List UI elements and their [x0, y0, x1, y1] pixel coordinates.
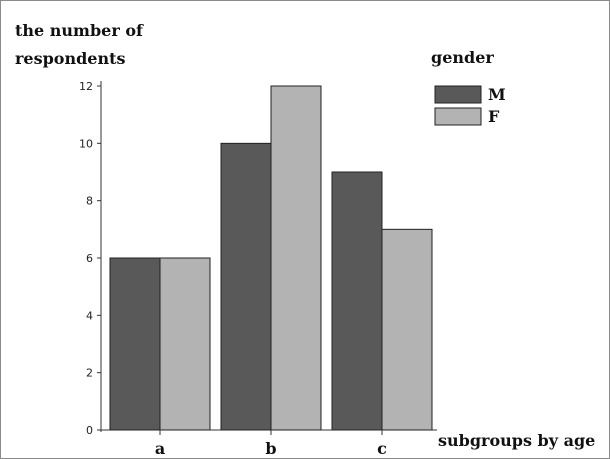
bar-M-a: [109, 257, 161, 431]
x-tick-label-c: c: [377, 439, 387, 458]
bar-M-c: [331, 171, 383, 431]
y-tick-label-4: 4: [86, 309, 93, 322]
bar-F-b: [270, 85, 322, 431]
y-tick-label-0: 0: [86, 424, 93, 437]
y-tick-label-2: 2: [86, 367, 93, 380]
legend-swatch-F: [434, 107, 482, 126]
x-tick-label-a: a: [155, 439, 165, 458]
y-tick-label-6: 6: [86, 252, 93, 265]
y-tick-label-8: 8: [86, 195, 93, 208]
legend-title: gender: [431, 48, 494, 67]
bar-F-c: [381, 228, 433, 431]
legend-label-F: F: [488, 107, 500, 126]
y-tick-label-10: 10: [79, 137, 93, 150]
x-ticks-group: a b c: [155, 430, 387, 458]
legend-label-M: M: [488, 85, 506, 104]
y-ticks-group: 0 2 4 6 8 10 12: [79, 80, 101, 437]
x-axis-title: subgroups by age: [438, 431, 595, 450]
bar-M-b: [220, 142, 272, 431]
bars-group: [109, 85, 433, 431]
legend-swatch-M: [434, 85, 482, 104]
legend: MF: [434, 85, 506, 126]
y-axis-title-line-2: respondents: [15, 49, 126, 68]
y-tick-label-12: 12: [79, 80, 93, 93]
bar-F-a: [159, 257, 211, 431]
y-axis-title-line-1: the number of: [15, 21, 144, 40]
x-tick-label-b: b: [265, 439, 276, 458]
